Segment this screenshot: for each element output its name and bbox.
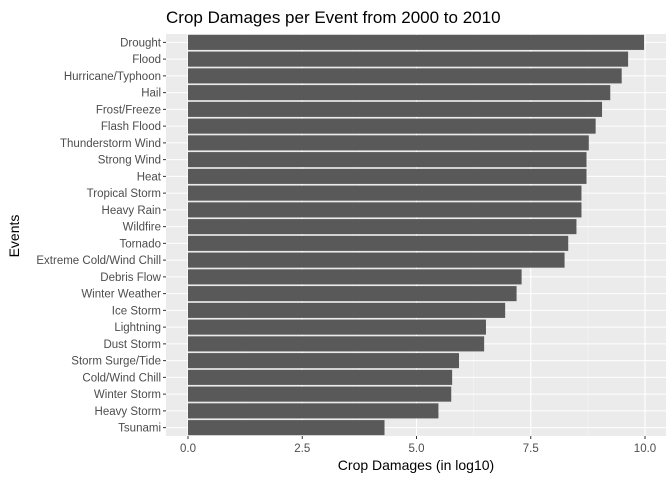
y-tick-label: Wildfire [123, 222, 161, 234]
y-axis-ticks: Drought Flood Hurricane/Typhoon Hail Frost/F… [36, 37, 166, 435]
bar [188, 219, 577, 235]
bar [188, 369, 453, 385]
x-tick-label: 5.0 [409, 443, 425, 455]
y-tick-label: Heavy Rain [102, 205, 161, 217]
y-tick-label: Storm Surge/Tide [71, 356, 161, 368]
x-axis-title: Crop Damages (in log10) [338, 457, 494, 473]
y-axis-title: Events [6, 215, 22, 258]
x-axis-ticks: 0.0 2.5 5.0 7.5 10.0 [180, 436, 656, 455]
bar [188, 403, 439, 419]
y-tick-label: Debris Flow [100, 272, 161, 284]
bar [188, 386, 452, 402]
bar [188, 85, 611, 101]
bar [188, 235, 569, 251]
y-tick-label: Ice Storm [112, 305, 161, 317]
y-tick-label: Flood [132, 54, 161, 66]
bar [188, 353, 460, 369]
bar [188, 336, 485, 352]
bar [188, 202, 582, 218]
x-tick-label: 2.5 [294, 443, 310, 455]
chart-title: Crop Damages per Event from 2000 to 2010 [166, 8, 501, 27]
y-tick-label: Frost/Freeze [96, 104, 161, 116]
bar [188, 420, 385, 436]
y-tick-label: Cold/Wind Chill [82, 372, 161, 384]
bar [188, 152, 587, 168]
bar [188, 168, 587, 184]
bar [188, 68, 622, 84]
y-tick-label: Tropical Storm [87, 188, 161, 200]
bar [188, 51, 629, 67]
y-tick-label: Heavy Storm [95, 406, 161, 418]
y-tick-label: Flash Flood [101, 121, 161, 133]
y-tick-label: Extreme Cold/Wind Chill [36, 255, 161, 267]
bar [188, 252, 565, 268]
y-tick-label: Thunderstorm Wind [60, 138, 161, 150]
y-tick-label: Heat [137, 171, 162, 183]
y-tick-label: Winter Weather [81, 289, 161, 301]
bar [188, 319, 486, 335]
y-tick-label: Drought [120, 37, 162, 49]
bar [188, 101, 603, 117]
y-tick-label: Lightning [114, 322, 161, 334]
bar [188, 286, 517, 302]
y-tick-label: Winter Storm [94, 389, 161, 401]
y-tick-label: Tornado [119, 238, 161, 250]
x-tick-label: 10.0 [634, 443, 656, 455]
y-tick-label: Strong Wind [98, 155, 161, 167]
bar [188, 269, 522, 285]
bars [188, 34, 645, 436]
y-tick-label: Hail [141, 88, 161, 100]
bar [188, 135, 589, 151]
y-tick-label: Dust Storm [103, 339, 161, 351]
bar [188, 34, 645, 50]
bar [188, 185, 582, 201]
x-tick-label: 0.0 [180, 443, 196, 455]
x-tick-label: 7.5 [523, 443, 539, 455]
bar [188, 118, 596, 134]
y-tick-label: Tsunami [118, 423, 161, 435]
bar [188, 302, 506, 318]
y-tick-label: Hurricane/Typhoon [64, 71, 161, 83]
grid-minor [244, 34, 589, 436]
